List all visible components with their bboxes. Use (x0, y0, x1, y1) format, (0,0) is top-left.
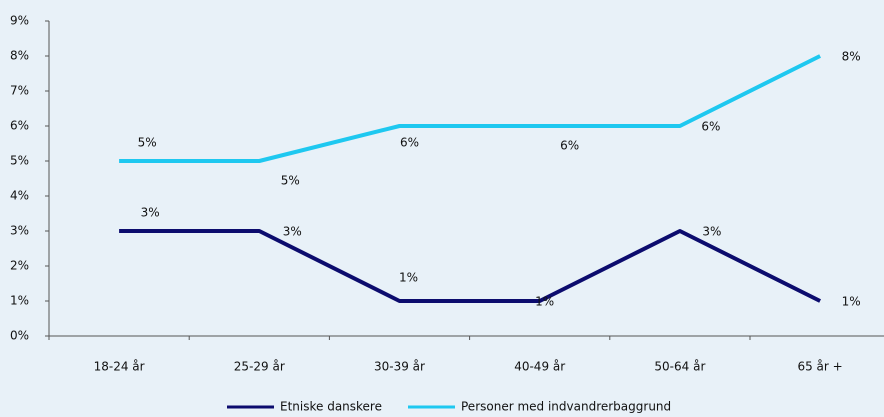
y-tick-label: 1% (10, 294, 29, 308)
y-tick-label: 0% (10, 329, 29, 343)
data-label: 3% (141, 206, 160, 220)
data-label: 5% (138, 136, 157, 150)
x-tick-label: 25-29 år (234, 360, 285, 374)
data-label: 6% (560, 139, 579, 153)
legend-label: Personer med indvandrerbaggrund (461, 400, 671, 414)
x-tick-label: 30-39 år (374, 360, 425, 374)
y-tick-label: 3% (10, 224, 29, 238)
y-tick-label: 6% (10, 119, 29, 133)
legend-label: Etniske danskere (280, 400, 382, 414)
y-tick-label: 2% (10, 259, 29, 273)
y-tick-label: 7% (10, 84, 29, 98)
data-label: 5% (281, 174, 300, 188)
data-label: 1% (399, 271, 418, 285)
data-label: 6% (400, 136, 419, 150)
line-series (119, 54, 821, 163)
data-label: 1% (535, 295, 554, 309)
data-label: 8% (842, 50, 861, 64)
y-tick-label: 9% (10, 14, 29, 28)
x-tick-label: 50-64 år (654, 360, 705, 374)
line-series (119, 229, 821, 303)
x-tick-label: 65 år + (797, 360, 842, 374)
x-tick-label: 18-24 år (94, 360, 145, 374)
data-label: 1% (842, 295, 861, 309)
x-tick-label: 40-49 år (514, 360, 565, 374)
data-label: 6% (701, 120, 720, 134)
y-tick-label: 8% (10, 49, 29, 63)
data-label: 3% (283, 225, 302, 239)
y-tick-label: 5% (10, 154, 29, 168)
y-tick-label: 4% (10, 189, 29, 203)
data-label: 3% (702, 225, 721, 239)
